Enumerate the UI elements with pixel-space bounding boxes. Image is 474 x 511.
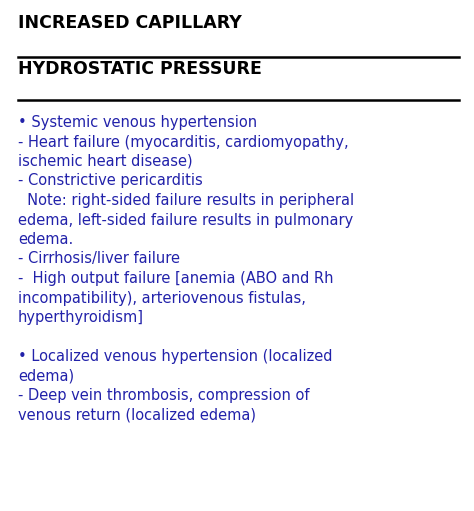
Text: Note: right-sided failure results in peripheral: Note: right-sided failure results in per… (18, 193, 354, 208)
Text: • Systemic venous hypertension: • Systemic venous hypertension (18, 115, 257, 130)
Text: incompatibility), arteriovenous fistulas,: incompatibility), arteriovenous fistulas… (18, 290, 306, 306)
Text: ischemic heart disease): ischemic heart disease) (18, 154, 192, 169)
Text: INCREASED CAPILLARY: INCREASED CAPILLARY (18, 14, 242, 32)
Text: venous return (localized edema): venous return (localized edema) (18, 407, 256, 423)
Text: - Cirrhosis/liver failure: - Cirrhosis/liver failure (18, 251, 180, 267)
Text: -  High output failure [anemia (ABO and Rh: - High output failure [anemia (ABO and R… (18, 271, 334, 286)
Text: edema): edema) (18, 368, 74, 383)
Text: edema.: edema. (18, 232, 73, 247)
Text: - Deep vein thrombosis, compression of: - Deep vein thrombosis, compression of (18, 388, 310, 403)
Text: edema, left-sided failure results in pulmonary: edema, left-sided failure results in pul… (18, 213, 353, 227)
Text: • Localized venous hypertension (localized: • Localized venous hypertension (localiz… (18, 349, 332, 364)
Text: HYDROSTATIC PRESSURE: HYDROSTATIC PRESSURE (18, 60, 262, 78)
Text: - Constrictive pericarditis: - Constrictive pericarditis (18, 174, 203, 189)
Text: - Heart failure (myocarditis, cardiomyopathy,: - Heart failure (myocarditis, cardiomyop… (18, 134, 348, 150)
Text: hyperthyroidism]: hyperthyroidism] (18, 310, 144, 325)
